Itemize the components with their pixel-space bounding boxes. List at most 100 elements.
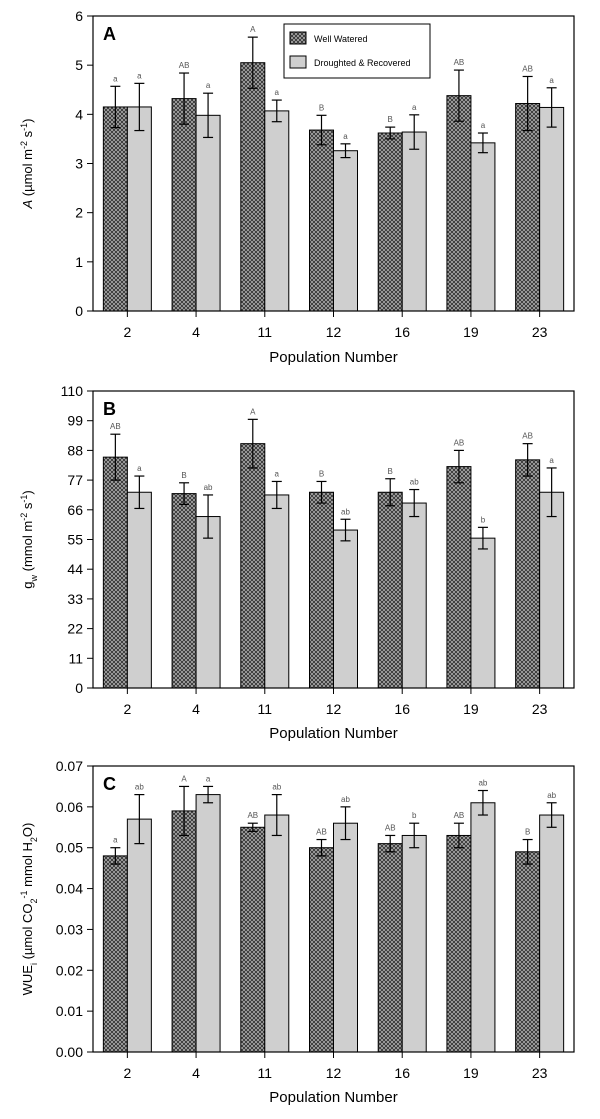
x-tick-label: 16 xyxy=(394,1065,410,1081)
bar-well-watered-16 xyxy=(377,132,403,312)
x-tick-label: 23 xyxy=(532,701,548,717)
x-axis-label: Population Number xyxy=(269,349,397,366)
y-tick-label: 2 xyxy=(75,205,83,221)
bar-droughted-2 xyxy=(126,491,152,689)
bar-droughted-16 xyxy=(401,502,427,689)
x-tick-label: 2 xyxy=(123,324,131,340)
x-tick-label: 19 xyxy=(463,324,479,340)
x-tick-label: 4 xyxy=(192,1065,200,1081)
significance-label: a xyxy=(549,456,554,465)
significance-label: ab xyxy=(135,783,144,792)
y-tick-label: 55 xyxy=(67,532,83,548)
significance-label: ab xyxy=(410,478,419,487)
bar-well-watered-4 xyxy=(171,493,197,689)
significance-label: AB xyxy=(522,64,533,73)
significance-label: a xyxy=(549,76,554,85)
bar-droughted-11 xyxy=(264,494,290,689)
bar-droughted-2 xyxy=(126,818,152,1053)
y-tick-label: 0.05 xyxy=(56,840,83,856)
significance-label: B xyxy=(525,828,530,837)
significance-label: b xyxy=(412,811,417,820)
y-tick-label: 3 xyxy=(75,156,83,172)
y-tick-label: 4 xyxy=(75,106,83,122)
y-tick-label: 0.03 xyxy=(56,921,83,937)
y-tick-label: 5 xyxy=(75,57,83,73)
legend-swatch xyxy=(289,31,307,45)
x-tick-label: 16 xyxy=(394,701,410,717)
significance-label: a xyxy=(343,132,348,141)
y-tick-label: 6 xyxy=(75,8,83,24)
bar-well-watered-11 xyxy=(240,62,266,312)
y-tick-label: 33 xyxy=(67,591,83,607)
panel-letter: B xyxy=(103,399,116,419)
legend-label: Droughted & Recovered xyxy=(314,58,411,68)
significance-label: a xyxy=(481,121,486,130)
significance-label: AB xyxy=(454,438,465,447)
y-tick-label: 0.07 xyxy=(56,758,83,774)
plot-frame xyxy=(92,765,575,1053)
bar-well-watered-12 xyxy=(309,129,334,312)
bar-well-watered-4 xyxy=(171,98,197,312)
significance-label: AB xyxy=(385,823,396,832)
significance-label: ab xyxy=(204,483,213,492)
bar-droughted-12 xyxy=(333,150,358,312)
x-tick-label: 2 xyxy=(123,1065,131,1081)
significance-label: AB xyxy=(454,811,465,820)
significance-label: B xyxy=(388,467,393,476)
significance-label: b xyxy=(481,515,486,524)
bar-droughted-19 xyxy=(470,802,496,1053)
bar-well-watered-23 xyxy=(515,459,541,689)
y-axis-label: A (µmol m-2 s-1) xyxy=(19,119,35,210)
bar-droughted-4 xyxy=(195,516,221,689)
bar-droughted-19 xyxy=(470,142,496,312)
y-tick-label: 66 xyxy=(67,502,83,518)
x-tick-label: 11 xyxy=(258,324,273,340)
significance-label: ab xyxy=(272,783,281,792)
y-tick-label: 0.00 xyxy=(56,1044,83,1060)
bar-well-watered-11 xyxy=(240,443,266,689)
y-tick-label: 0 xyxy=(75,680,83,696)
x-tick-label: 19 xyxy=(463,701,479,717)
x-tick-label: 4 xyxy=(192,324,200,340)
significance-label: B xyxy=(319,103,324,112)
bar-well-watered-19 xyxy=(446,834,472,1053)
legend: Well Watered Droughted & Recovered xyxy=(283,23,431,79)
bar-droughted-16 xyxy=(401,131,427,312)
bar-droughted-23 xyxy=(539,491,565,689)
x-tick-label: 4 xyxy=(192,701,200,717)
significance-label: a xyxy=(113,74,118,83)
panel-c: 0.00 0.01 0.02 0.03 0.04 0.05 0.06 0.07 a ab 2 A a 4 A… xyxy=(19,758,575,1106)
significance-label: B xyxy=(319,469,324,478)
significance-label: A xyxy=(250,407,256,416)
bar-droughted-12 xyxy=(333,529,358,689)
significance-label: a xyxy=(206,81,211,90)
bar-well-watered-19 xyxy=(446,466,472,689)
significance-label: AB xyxy=(110,422,121,431)
bar-well-watered-23 xyxy=(515,103,541,312)
bar-droughted-23 xyxy=(539,106,565,312)
y-tick-label: 1 xyxy=(75,254,83,270)
bar-droughted-12 xyxy=(333,822,358,1053)
y-axis-label: gw (mmol m-2 s-1) xyxy=(19,490,39,588)
x-tick-label: 11 xyxy=(258,1065,273,1081)
y-tick-label: 11 xyxy=(68,650,83,666)
legend-label: Well Watered xyxy=(314,34,368,44)
bar-droughted-16 xyxy=(401,834,427,1053)
x-tick-label: 19 xyxy=(463,1065,479,1081)
y-axis-label: WUEi (µmol CO2-1 mmol H2O) xyxy=(19,823,39,996)
legend-swatch xyxy=(289,55,307,69)
significance-label: a xyxy=(275,469,280,478)
x-tick-label: 12 xyxy=(326,324,342,340)
y-tick-label: 110 xyxy=(61,383,84,399)
significance-label: AB xyxy=(522,432,533,441)
bar-well-watered-16 xyxy=(377,491,403,689)
bar-well-watered-11 xyxy=(240,826,266,1053)
bar-well-watered-19 xyxy=(446,95,472,312)
bar-droughted-11 xyxy=(264,110,290,312)
x-tick-label: 23 xyxy=(532,1065,548,1081)
significance-label: a xyxy=(113,836,118,845)
x-axis-label: Population Number xyxy=(269,1089,397,1106)
